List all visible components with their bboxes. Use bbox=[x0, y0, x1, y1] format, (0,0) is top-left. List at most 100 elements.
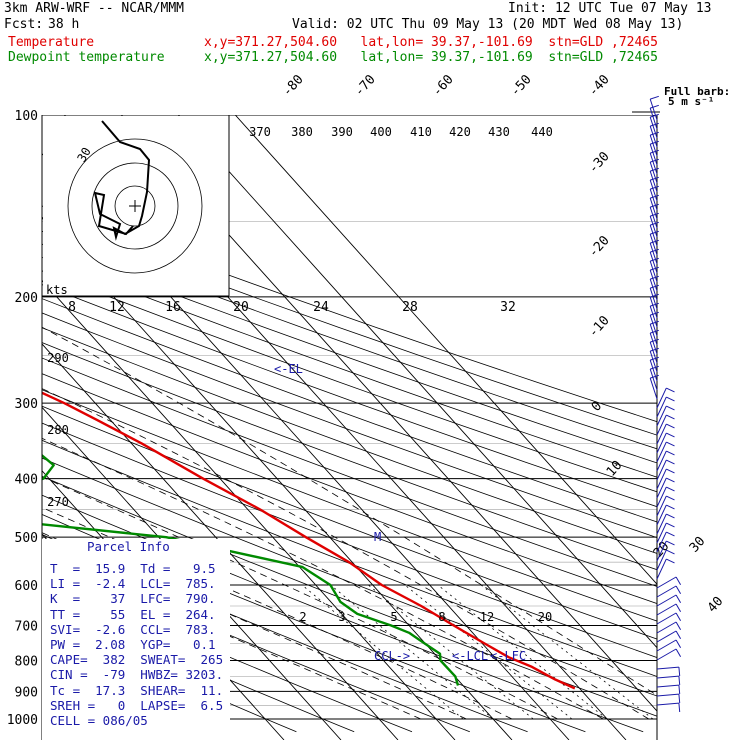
wind-barb bbox=[649, 341, 658, 364]
parcel-info-row: PW = 2.08 YGP= 0.1 bbox=[50, 637, 216, 652]
parcel-info-row: CAPE= 382 SWEAT= 265 bbox=[50, 652, 224, 667]
wind-barb bbox=[656, 468, 667, 490]
isotherm-label: -80 bbox=[280, 72, 307, 99]
wind-barb bbox=[678, 685, 681, 695]
wind-barb bbox=[675, 639, 682, 649]
wind-barb bbox=[649, 287, 658, 310]
mixing-ratio-label: 8 bbox=[438, 610, 445, 624]
speed-tick-label: 28 bbox=[402, 300, 418, 315]
wind-barb bbox=[650, 104, 659, 109]
isotherm bbox=[42, 343, 399, 740]
wind-barb bbox=[675, 576, 682, 586]
dry-adiabat bbox=[42, 298, 657, 523]
isotherm bbox=[42, 279, 456, 740]
wind-barb bbox=[650, 212, 659, 217]
wind-barb bbox=[650, 284, 659, 289]
wind-barb bbox=[649, 107, 658, 130]
wind-barb bbox=[666, 387, 675, 393]
hodograph-ring-label: 30 bbox=[74, 145, 93, 165]
wind-barb bbox=[656, 702, 679, 706]
dry-adiabat bbox=[42, 243, 657, 464]
theta-label: 270 bbox=[47, 495, 69, 509]
theta-label: 390 bbox=[331, 125, 353, 139]
theta-label: 400 bbox=[370, 125, 392, 139]
parcel-info-row: CIN = -79 HWBZ= 3203. bbox=[50, 667, 224, 682]
wind-barb bbox=[666, 459, 675, 465]
theta-label: 290 bbox=[47, 351, 69, 365]
wind-barb bbox=[656, 693, 679, 697]
temperature-profile-line bbox=[42, 391, 576, 690]
dry-adiabat bbox=[42, 597, 355, 733]
barb-key-title: Full barb: bbox=[664, 85, 730, 98]
wind-barb bbox=[656, 504, 667, 526]
ccl-marker: CCL-> bbox=[374, 649, 410, 663]
wind-barb bbox=[650, 167, 659, 172]
wind-barb bbox=[649, 296, 658, 319]
wind-barb bbox=[650, 131, 659, 136]
wind-barb bbox=[666, 477, 675, 483]
mixing-ratio-line bbox=[301, 584, 464, 720]
isotherm-label: -50 bbox=[508, 72, 535, 99]
wind-barb bbox=[650, 293, 659, 298]
wind-barb bbox=[649, 323, 658, 346]
parcel-info-row: SREH = 0 LAPSE= 6.5 bbox=[50, 698, 224, 713]
pressure-tick-label: 600 bbox=[15, 579, 38, 594]
mixing-ratio-label: 20 bbox=[538, 610, 552, 624]
wind-barb bbox=[656, 405, 667, 427]
wind-barb bbox=[650, 275, 659, 280]
wind-barb bbox=[675, 612, 682, 622]
wind-barb bbox=[650, 239, 659, 244]
wind-barb bbox=[656, 486, 667, 508]
wind-barb bbox=[666, 450, 675, 456]
wind-barb bbox=[650, 338, 659, 343]
wind-barb bbox=[649, 242, 658, 265]
pressure-tick-label: 800 bbox=[15, 654, 38, 669]
parcel-info-title: Parcel Info bbox=[87, 539, 170, 554]
wind-barb bbox=[649, 206, 658, 229]
mixing-ratio-label: 12 bbox=[480, 610, 494, 624]
parcel-info-row: SVI= -2.6 CCL= 783. bbox=[50, 622, 216, 637]
moist-adiabat bbox=[42, 507, 513, 720]
dry-adiabat bbox=[42, 373, 657, 604]
wind-barb bbox=[675, 621, 682, 631]
init-time: Init: 12 UTC Tue 07 May 13 bbox=[508, 1, 712, 16]
moist-adiabat bbox=[42, 476, 558, 720]
wind-barb bbox=[675, 594, 682, 604]
dry-adiabat bbox=[42, 284, 657, 508]
dry-adiabat bbox=[42, 256, 657, 478]
speed-tick-label: 24 bbox=[313, 300, 329, 315]
mixing-ratio-line bbox=[368, 584, 534, 720]
dry-adiabat bbox=[42, 457, 657, 697]
wind-barb bbox=[675, 603, 682, 613]
lcl-marker: <-LCL bbox=[452, 649, 488, 663]
wind-barb bbox=[649, 143, 658, 166]
moist-adiabat bbox=[42, 388, 650, 720]
wind-barb bbox=[656, 459, 667, 481]
dry-adiabat bbox=[42, 439, 657, 677]
theta-label: 410 bbox=[410, 125, 432, 139]
wind-barb bbox=[650, 266, 659, 271]
wind-barb bbox=[649, 134, 658, 157]
wind-barb bbox=[650, 113, 659, 118]
wind-barb bbox=[650, 176, 659, 181]
wind-barb bbox=[649, 350, 658, 373]
dry-adiabat bbox=[42, 270, 657, 493]
parcel-info-row: TT = 55 EL = 264. bbox=[50, 607, 216, 622]
wind-barb bbox=[656, 423, 667, 445]
wind-barb bbox=[666, 513, 675, 519]
wind-barb bbox=[678, 676, 681, 686]
wind-barb bbox=[656, 450, 667, 472]
dewpoint-legend: Dewpoint temperature bbox=[8, 50, 165, 65]
parcel-info-panel: Parcel Info T = 15.9 Td = 9.5 LI = -2.4 … bbox=[42, 539, 230, 740]
wind-barb bbox=[649, 125, 658, 148]
wind-barb bbox=[656, 621, 677, 634]
parcel-info-row: K = 37 LFC= 790. bbox=[50, 591, 216, 606]
dewpoint-station-info: x,y=371.27,504.60 lat,lon= 39.37,-101.69… bbox=[204, 50, 658, 65]
isotherm-label: -60 bbox=[430, 72, 457, 99]
wind-barb bbox=[678, 694, 681, 704]
mixing-ratio-label: 5 bbox=[390, 610, 397, 624]
wind-barb bbox=[650, 221, 659, 226]
wind-barb bbox=[656, 666, 679, 670]
theta-label: 420 bbox=[449, 125, 471, 139]
wind-barb bbox=[666, 414, 675, 420]
